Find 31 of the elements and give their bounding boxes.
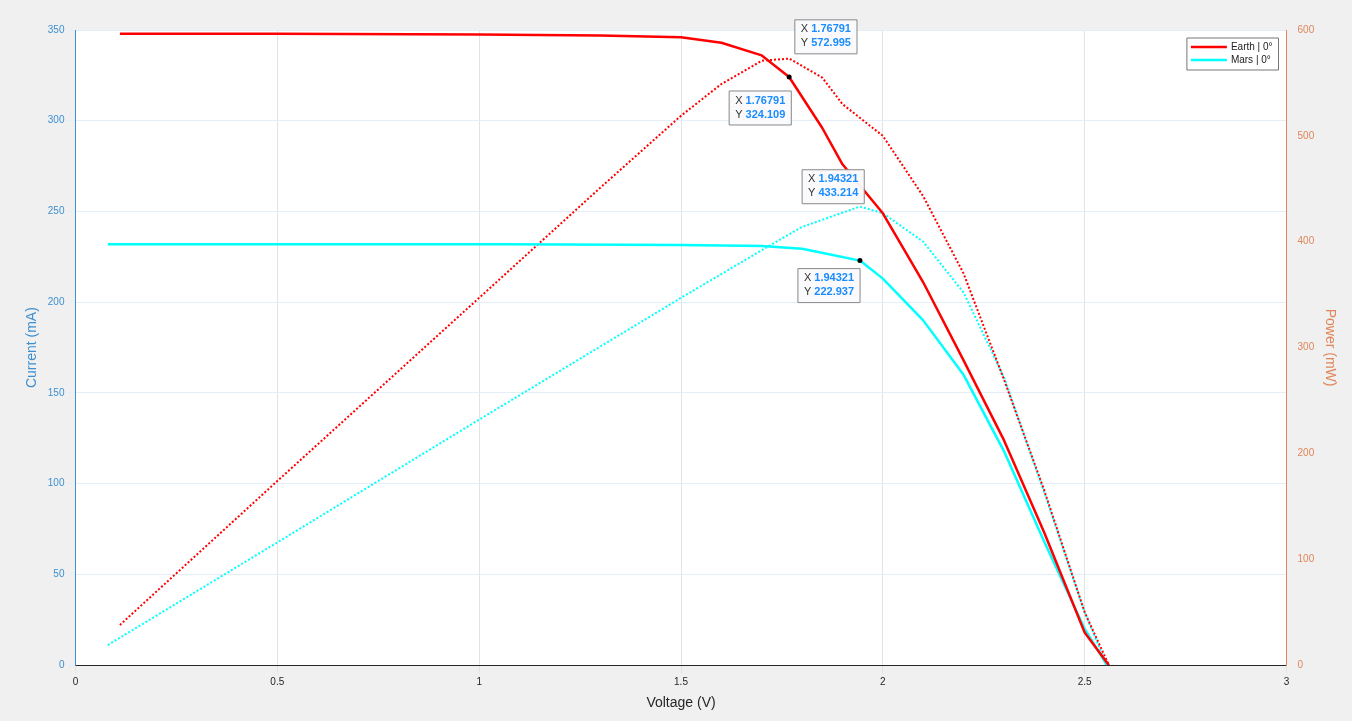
y2-tick-label: 100 [1297,553,1315,565]
x-tick-label: 1 [476,675,483,687]
y-tick-label: 300 [47,114,65,126]
y2-tick-label: 500 [1297,129,1315,141]
legend-label: Earth | 0° [1230,40,1273,52]
annotation: X 1.94321 Y 222.937 [803,271,855,298]
y-tick-label: 100 [47,477,65,489]
y2-tick-label: 300 [1297,341,1315,353]
x-tick-label: 2 [880,675,887,687]
annotation: X 1.76791 Y 324.109 [735,93,786,120]
y-tick-label: 150 [47,386,65,398]
annotation: X 1.94321 Y 433.214 [808,172,860,199]
y-tick-label: 0 [58,658,65,670]
y-tick-label: 250 [47,205,65,217]
annotation: X 1.76791 Y 572.995 [800,22,851,49]
x-tick-label: 0.5 [270,675,285,687]
y-tick-label: 200 [47,295,65,307]
y2-tick-label: 0 [1297,658,1304,670]
y-tick-label: 50 [53,568,65,580]
y2-tick-label: 400 [1297,235,1315,247]
x-tick-label: 3 [1283,675,1290,687]
y2-tick-label: 200 [1297,447,1315,459]
legend-label: Mars | 0° [1230,53,1271,65]
x-tick-label: 2.5 [1077,675,1093,687]
x-axis-title: Voltage (V) [646,694,716,711]
x-tick-label: 1.5 [674,675,689,687]
x-tick-label: 0 [72,675,79,687]
y-axis-title: Current (mA) [23,307,40,389]
y2-axis-title: Power (mW) [1322,308,1339,387]
y2-tick-label: 600 [1297,23,1315,35]
y-tick-label: 350 [47,23,65,35]
